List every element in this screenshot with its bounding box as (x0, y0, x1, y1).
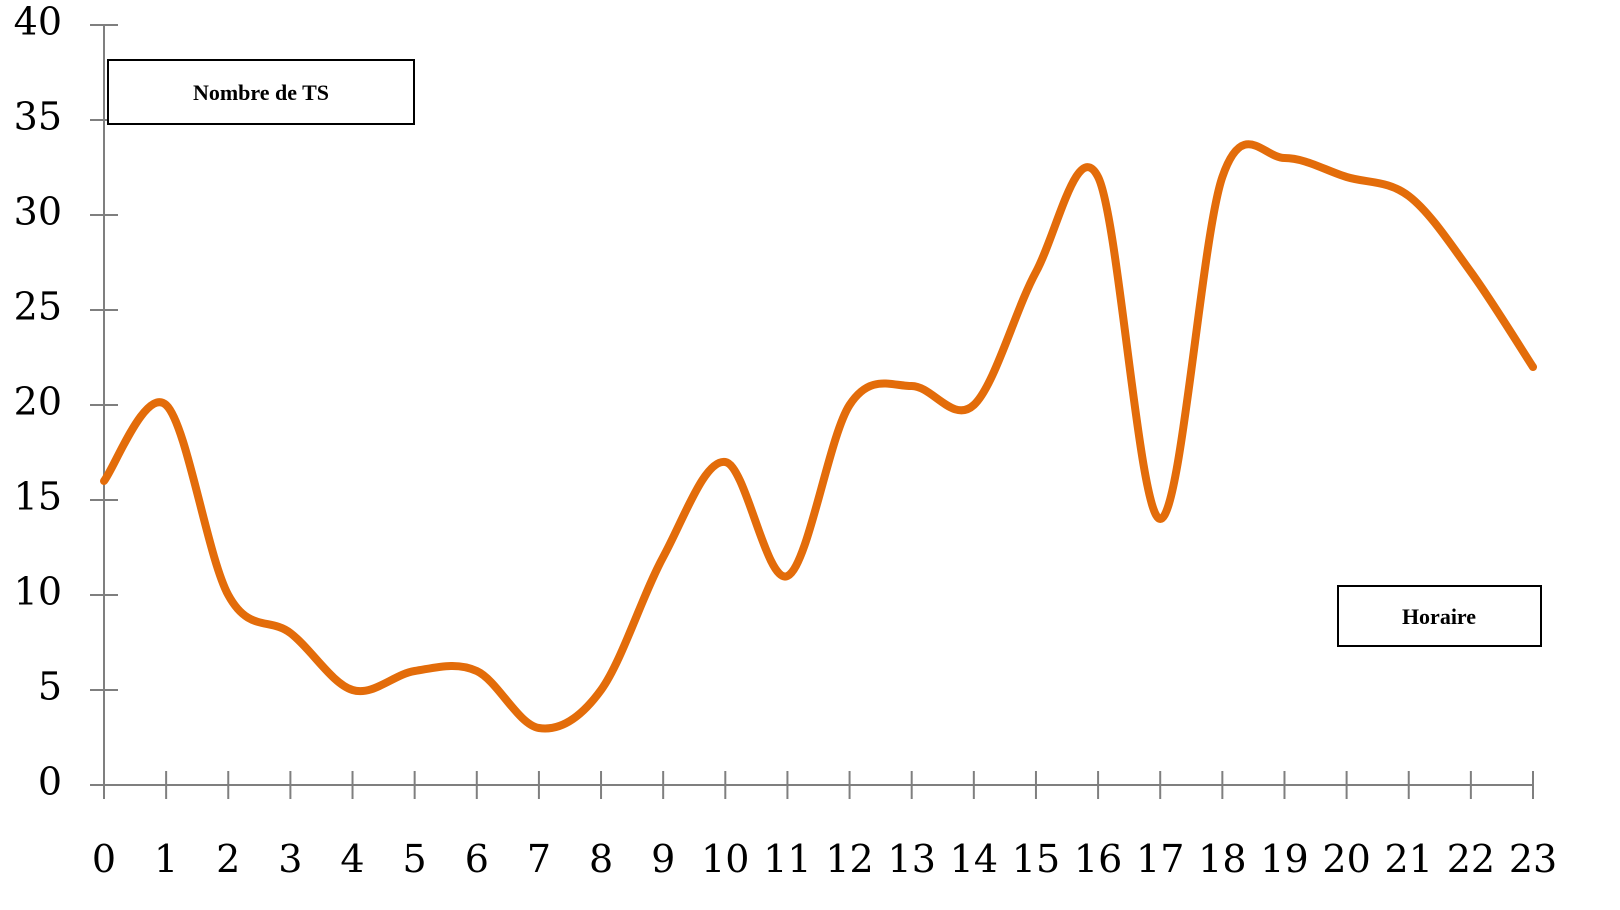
x-tick-label: 13 (888, 837, 936, 881)
x-tick-label: 9 (651, 837, 675, 881)
x-tick-label: 12 (825, 837, 873, 881)
y-tick-label: 15 (14, 475, 62, 519)
x-tick-label: 14 (950, 837, 998, 881)
x-tick-label: 2 (216, 837, 240, 881)
x-tick-label: 22 (1447, 837, 1495, 881)
x-axis-title: Horaire (1402, 604, 1476, 629)
series-layer (100, 140, 1537, 733)
ylabel-box: Nombre de TS (107, 59, 415, 125)
x-tick-label: 5 (403, 837, 427, 881)
x-tick-label: 8 (589, 837, 613, 881)
x-tick-label: 3 (278, 837, 302, 881)
x-tick-label: 1 (154, 837, 178, 881)
y-tick-label: 5 (38, 665, 62, 709)
y-tick-label: 30 (14, 190, 62, 234)
x-tick-label: 15 (1012, 837, 1060, 881)
x-tick-label: 20 (1322, 837, 1370, 881)
y-tick-label: 10 (14, 570, 62, 614)
x-tick-label: 4 (340, 837, 364, 881)
series-line (100, 140, 1537, 733)
x-tick-label: 21 (1385, 837, 1433, 881)
y-tick-label: 25 (14, 285, 62, 329)
x-tick-label: 11 (763, 837, 811, 881)
x-tick-label: 17 (1136, 837, 1184, 881)
y-axis-ticks: 0 5 10 15 20 25 30 35 40 (14, 0, 118, 804)
y-tick-label: 40 (14, 0, 62, 44)
xlabel-box: Horaire (1337, 585, 1542, 647)
x-tick-label: 7 (527, 837, 551, 881)
y-axis-title: Nombre de TS (193, 80, 329, 105)
x-tick-label: 19 (1260, 837, 1308, 881)
y-tick-label: 0 (38, 760, 62, 804)
x-tick-label: 23 (1509, 837, 1557, 881)
x-axis-ticks: 0 1 2 3 4 5 6 7 8 9 10 11 12 13 14 15 16 17 18 19 20 21 22 23 (92, 771, 1557, 881)
x-tick-label: 6 (465, 837, 489, 881)
x-tick-label: 16 (1074, 837, 1122, 881)
x-tick-label: 10 (701, 837, 749, 881)
y-tick-label: 20 (14, 380, 62, 424)
x-tick-label: 18 (1198, 837, 1246, 881)
y-tick-label: 35 (14, 95, 62, 139)
x-tick-label: 0 (92, 837, 116, 881)
